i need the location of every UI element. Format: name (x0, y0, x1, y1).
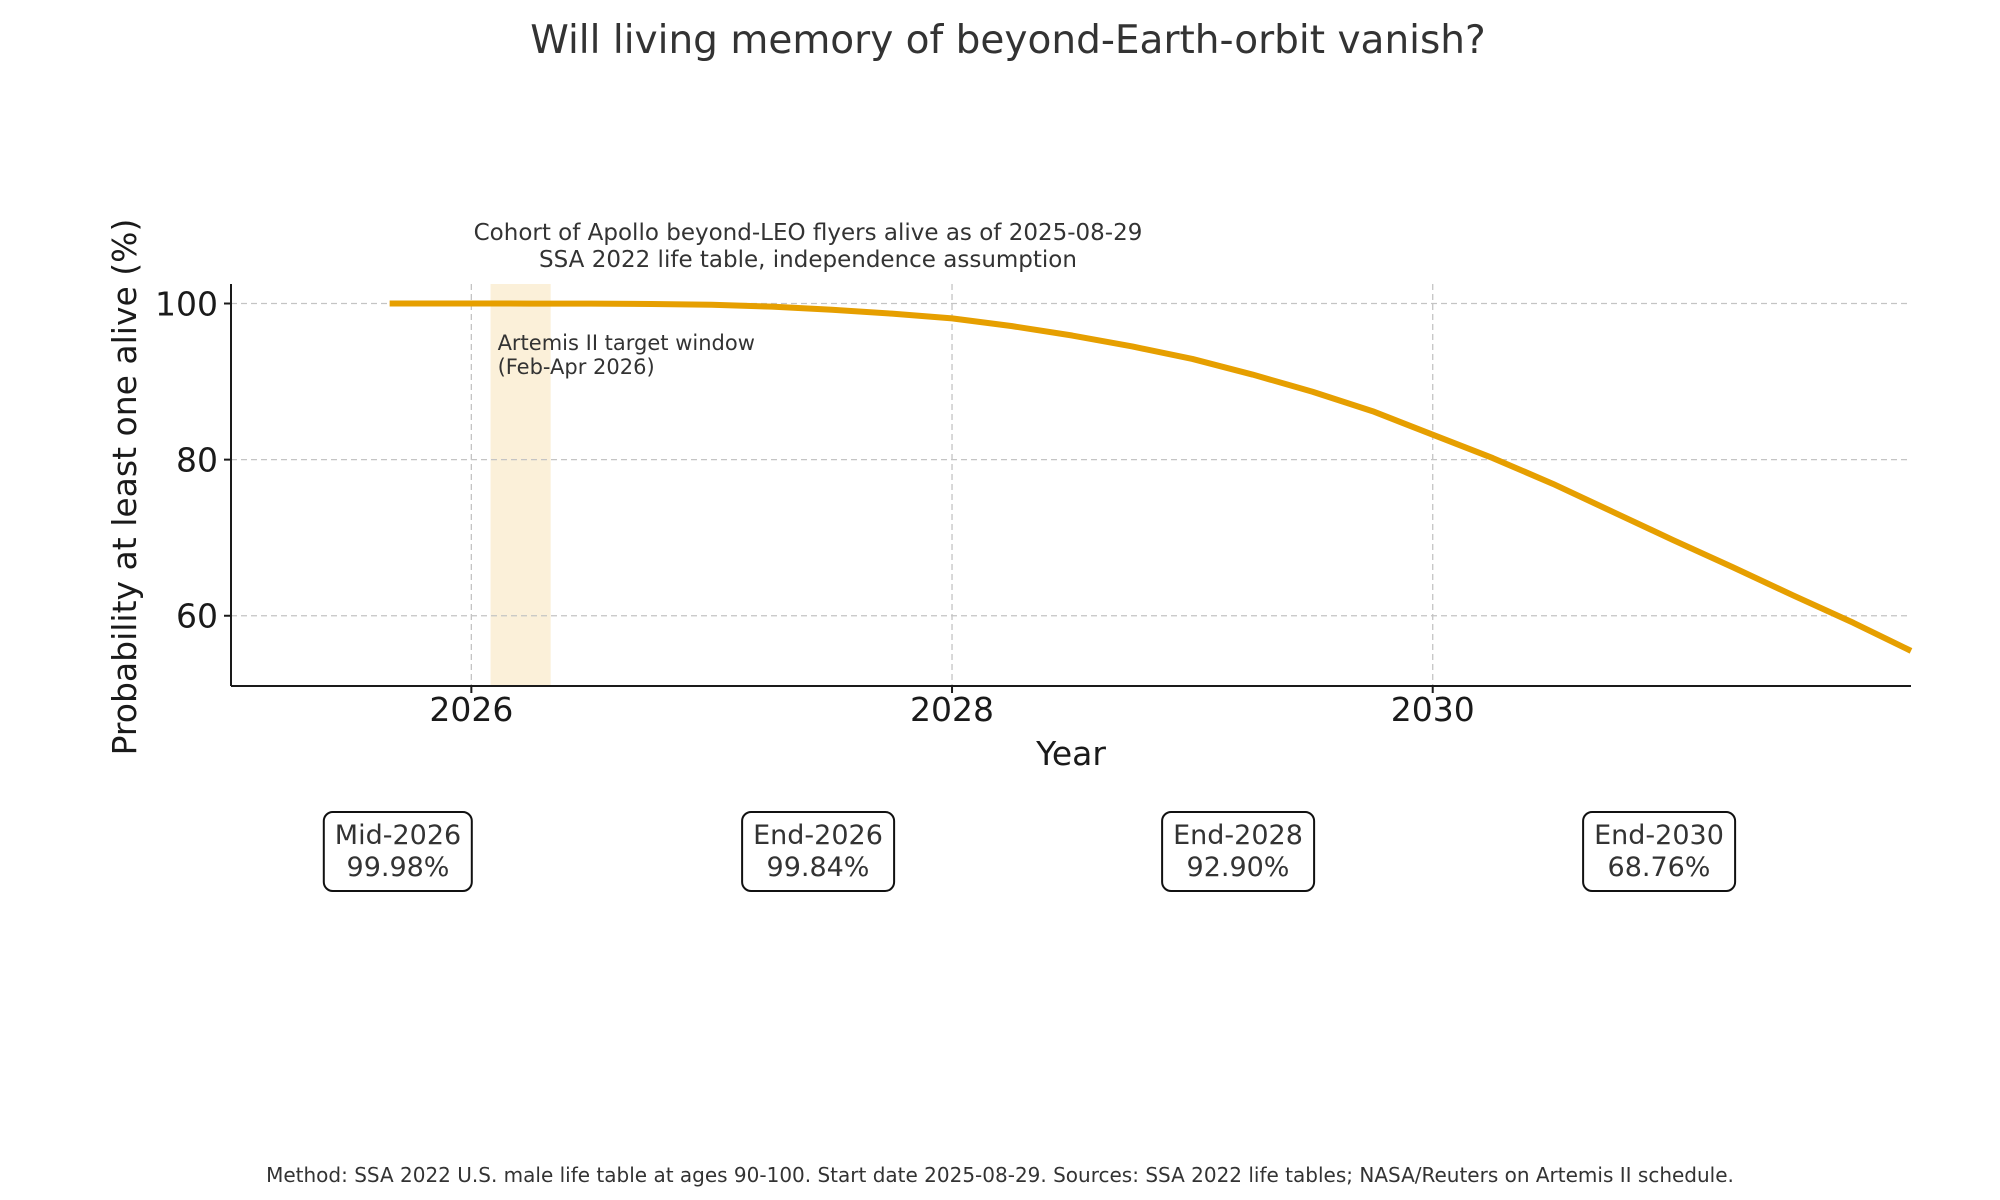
callout-label: End-2030 (1594, 819, 1724, 851)
annotation-layer: Artemis II target window(Feb-Apr 2026) (490, 284, 755, 686)
callout-label: End-2028 (1173, 819, 1303, 851)
y-tick-label: 60 (176, 597, 218, 636)
y-axis-label: Probability at least one alive (%) (105, 219, 144, 756)
x-axis-label: Year (1035, 734, 1106, 773)
x-tick-label: 2030 (1391, 690, 1475, 729)
series-line (389, 300, 1913, 654)
chart-subtitle-line-1: Cohort of Apollo beyond-LEO flyers alive… (474, 220, 1143, 246)
chart-subtitle-line-2: SSA 2022 life table, independence assump… (539, 247, 1077, 273)
callout-value: 92.90% (1186, 851, 1290, 883)
axes (224, 284, 1911, 693)
tick-labels: 2026 2028 2030 60 80 100 (155, 285, 1475, 729)
callout-value: 99.98% (346, 851, 450, 883)
chart-title: Will living memory of beyond-Earth-orbit… (530, 18, 1485, 63)
callout-box: End-2026 99.84% (741, 811, 895, 892)
callout-value: 99.84% (766, 851, 870, 883)
plot-area: Artemis II target window(Feb-Apr 2026) 2… (155, 284, 1913, 729)
callout-box: Mid-2026 99.98% (322, 811, 474, 892)
artemis-window-label-line-2: (Feb-Apr 2026) (498, 355, 655, 379)
callout-box: End-2028 92.90% (1161, 811, 1315, 892)
artemis-window-label-line-1: Artemis II target window (498, 331, 755, 355)
callout-value: 68.76% (1607, 851, 1711, 883)
callout-box: End-2030 68.76% (1582, 811, 1736, 892)
callout-label: End-2026 (753, 819, 883, 851)
grid (231, 284, 1911, 686)
y-tick-label: 100 (155, 285, 218, 324)
artemis-window-band (490, 284, 551, 686)
x-tick-label: 2026 (429, 690, 513, 729)
callout-label: Mid-2026 (334, 819, 462, 851)
y-tick-label: 80 (176, 441, 218, 480)
x-tick-label: 2028 (910, 690, 994, 729)
footer-note: Method: SSA 2022 U.S. male life table at… (266, 1163, 1734, 1187)
series-layer (389, 300, 1913, 654)
